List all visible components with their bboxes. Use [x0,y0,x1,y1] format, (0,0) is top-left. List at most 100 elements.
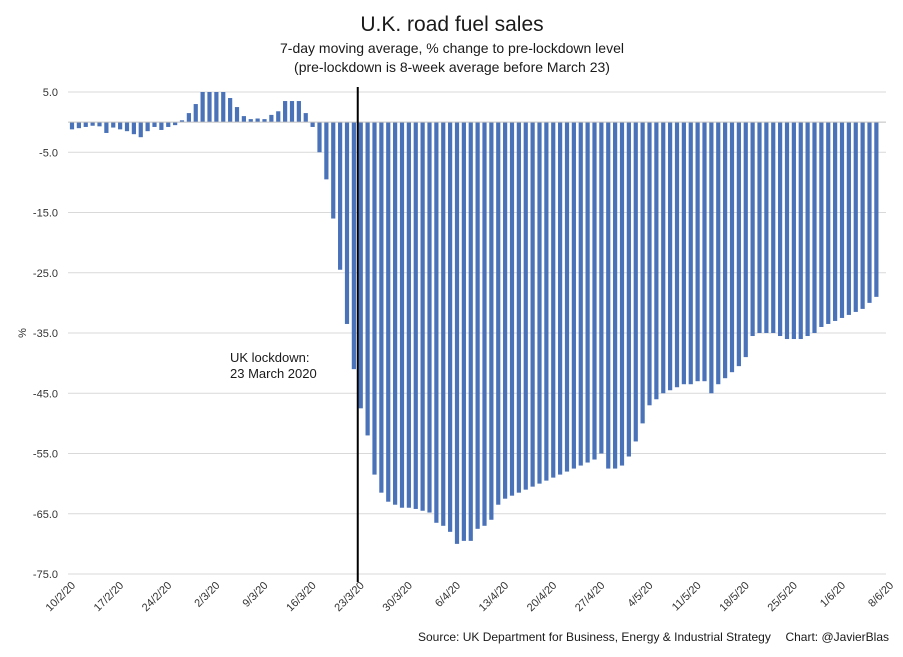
y-tick-label: -45.0 [33,388,58,400]
bar [228,98,233,123]
bar [695,122,700,382]
bar [434,122,439,523]
footer-source: Source: UK Department for Business, Ener… [418,630,771,644]
bar [448,122,453,532]
bar [241,116,246,123]
bar [97,122,102,127]
bar [599,122,604,454]
bar [798,122,803,340]
bar [558,122,563,475]
bar [255,118,260,123]
bar [406,122,411,508]
bar [523,122,528,490]
bar [778,122,783,337]
bar [530,122,535,487]
bar [186,113,191,123]
bar [640,122,645,424]
bar [846,122,851,315]
x-tick-label: 24/2/20 [140,580,174,614]
bar [874,122,879,297]
bar [723,122,728,379]
x-tick-label: 4/5/20 [626,580,656,610]
bar [76,122,81,129]
bar [310,122,315,127]
bar [351,122,356,370]
bar [454,122,460,544]
bar [551,122,556,478]
y-tick-label: -75.0 [33,569,58,581]
x-tick-label: 27/4/20 [573,580,607,614]
bar [496,122,501,505]
bar [324,122,329,180]
x-axis-ticks: 10/2/20 17/2/20 24/2/20 2/3/20 9/3/20 16/3/20… [44,580,897,614]
x-tick-label: 20/4/20 [525,580,559,614]
bar [853,122,858,312]
bar [207,92,212,123]
bar [111,122,116,128]
y-tick-label: 5.0 [43,87,58,99]
bar [289,101,295,123]
bar [331,122,336,219]
bar [90,122,95,126]
bar [441,122,446,526]
bar [365,122,370,436]
bar [681,122,686,385]
annotation-line-2: 23 March 2020 [230,366,317,381]
y-tick-label: -55.0 [33,449,58,461]
bar [516,122,521,493]
x-tick-label: 9/3/20 [241,580,271,610]
bar [826,122,831,324]
bar [379,122,384,493]
bar [571,122,576,469]
bar [578,122,583,466]
bar [613,122,618,469]
bar [399,122,405,508]
bar [716,122,721,385]
bar [124,122,130,132]
bar [104,122,109,133]
bar [372,122,377,475]
bar-series [69,92,879,544]
bar [626,122,631,457]
bar [166,122,171,127]
bar [544,122,549,481]
y-tick-label: -65.0 [33,509,58,521]
x-tick-label: 16/3/20 [284,580,318,614]
y-tick-label: -25.0 [33,268,58,280]
bar [750,122,755,337]
bar [413,122,418,509]
bar [482,122,487,526]
bar [633,122,638,442]
bar [475,122,480,529]
bar [344,122,350,324]
bar [468,122,473,541]
bar [234,107,240,123]
bar [805,122,810,337]
bar [221,92,226,123]
bar [771,122,776,334]
x-tick-label: 10/2/20 [44,580,78,614]
bar [317,122,322,153]
bar [509,122,515,496]
bar [729,122,735,373]
x-tick-label: 17/2/20 [92,580,126,614]
bar [159,122,164,130]
bar [303,113,308,123]
bar [420,122,425,511]
bar [743,122,748,358]
x-tick-label: 8/6/20 [866,580,896,610]
bar [358,122,363,409]
bar [503,122,508,499]
bar [592,122,597,460]
bar [173,122,178,126]
x-tick-label: 2/3/20 [192,580,222,610]
bar [757,122,762,334]
bar [145,122,150,132]
bar [537,122,542,484]
bar [674,122,680,388]
bar [283,101,288,123]
bar [269,114,274,123]
bar [83,122,88,127]
bar [833,122,838,321]
